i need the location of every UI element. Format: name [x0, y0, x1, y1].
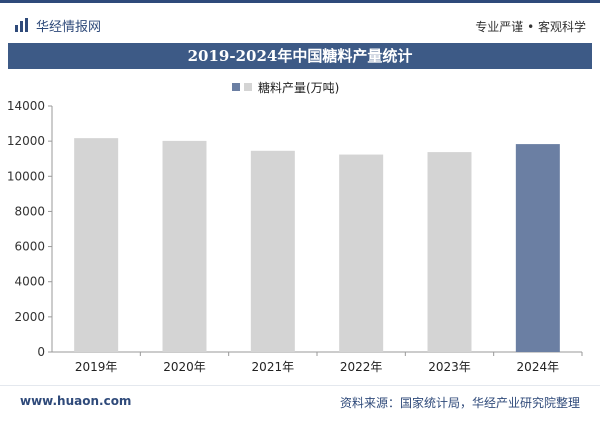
y-tick-label: 0 — [37, 345, 45, 359]
y-tick-label: 10000 — [7, 169, 45, 183]
bar-1 — [162, 140, 207, 352]
bar-2 — [250, 150, 295, 352]
tagline: 专业严谨 • 客观科学 — [475, 20, 586, 34]
brand-logo-icon — [15, 18, 28, 32]
bar-3 — [339, 154, 384, 352]
x-tick-label: 2021年 — [252, 360, 295, 374]
brand-name: 华经情报网 — [36, 19, 102, 35]
legend-swatch-highlight — [232, 83, 240, 91]
footer-url[interactable]: www.huaon.com — [20, 394, 132, 408]
y-tick-label: 6000 — [14, 240, 45, 254]
x-tick-label: 2019年 — [75, 360, 118, 374]
footer: www.huaon.com 资料来源：国家统计局，华经产业研究院整理 — [0, 385, 600, 424]
y-tick-label: 8000 — [14, 204, 45, 218]
x-tick-label: 2022年 — [340, 360, 383, 374]
x-tick-label: 2020年 — [163, 360, 206, 374]
y-tick-label: 14000 — [7, 99, 45, 113]
footer-source: 资料来源：国家统计局，华经产业研究院整理 — [339, 396, 580, 410]
bar-4 — [427, 152, 472, 352]
bar-chart: 0 2000 4000 6000 8000 10000 12000 14000 2019年 202… — [7, 99, 583, 374]
legend-swatch-default — [244, 83, 252, 91]
x-tick-label: 2023年 — [428, 360, 471, 374]
bar-5 — [515, 144, 560, 352]
brand: 华经情报网 — [14, 16, 102, 35]
y-tick-label: 4000 — [14, 275, 45, 289]
bar-0 — [74, 138, 119, 352]
header-bar: 华经情报网 专业严谨 • 客观科学 — [0, 6, 600, 36]
chart-title: 2019-2024年中国糖料产量统计 — [187, 47, 413, 65]
y-tick-label: 2000 — [14, 310, 45, 324]
title-bar: 2019-2024年中国糖料产量统计 — [8, 43, 592, 69]
y-tick-label: 12000 — [7, 134, 45, 148]
legend-label: 糖料产量(万吨) — [258, 80, 340, 95]
legend: 糖料产量(万吨) — [232, 79, 339, 95]
x-tick-label: 2024年 — [517, 360, 560, 374]
